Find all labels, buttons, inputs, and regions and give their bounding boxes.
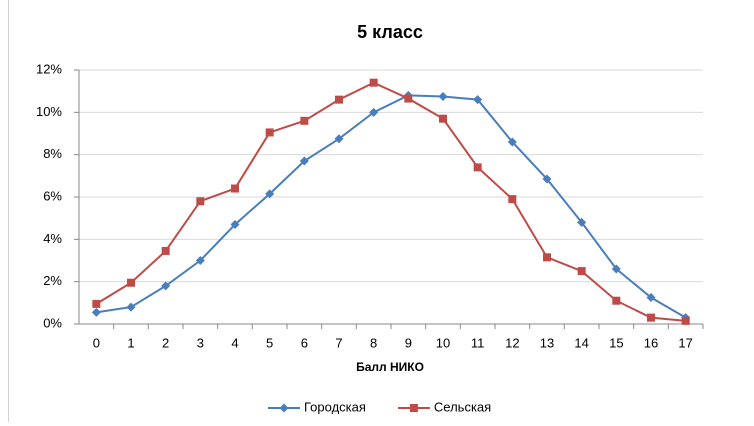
legend-marker <box>409 404 418 412</box>
marker <box>369 107 379 117</box>
marker <box>127 278 135 287</box>
y-tick-label: 2% <box>43 273 62 288</box>
x-tick-label: 6 <box>301 335 308 350</box>
marker <box>300 116 309 125</box>
x-tick-label: 7 <box>335 335 342 350</box>
x-tick-label: 10 <box>436 335 450 350</box>
marker <box>439 114 447 123</box>
marker <box>91 307 101 317</box>
x-tick-label: 5 <box>266 335 273 350</box>
legend-marker <box>279 403 289 413</box>
marker <box>335 95 343 104</box>
marker <box>612 296 621 305</box>
marker <box>230 220 240 230</box>
legend-label: Сельская <box>434 399 491 414</box>
marker <box>404 94 413 103</box>
marker <box>334 134 344 144</box>
y-tick-label: 6% <box>43 188 62 203</box>
x-tick-label: 2 <box>162 335 169 350</box>
marker <box>647 313 655 322</box>
x-tick-label: 4 <box>231 335 238 350</box>
marker <box>611 264 621 274</box>
marker <box>195 256 205 265</box>
x-tick-label: 11 <box>471 335 485 350</box>
marker <box>681 316 690 325</box>
x-tick-label: 0 <box>93 335 100 350</box>
marker <box>265 189 275 199</box>
marker <box>265 128 274 137</box>
y-tick-label: 12% <box>36 61 62 76</box>
x-tick-label: 9 <box>405 335 412 350</box>
marker <box>508 195 517 204</box>
x-tick-label: 15 <box>609 335 623 350</box>
marker <box>646 293 656 303</box>
x-tick-label: 16 <box>644 335 658 350</box>
x-tick-label: 3 <box>197 335 204 350</box>
x-axis-title: Балл НИКО <box>356 360 424 374</box>
marker <box>196 197 205 206</box>
marker <box>507 137 517 147</box>
marker <box>231 184 239 193</box>
x-tick-label: 17 <box>678 335 692 350</box>
series-line <box>95 81 686 322</box>
marker <box>126 302 136 312</box>
y-tick-label: 0% <box>43 315 62 330</box>
marker <box>369 78 378 87</box>
marker <box>542 174 552 184</box>
y-tick-label: 8% <box>43 146 62 161</box>
marker <box>299 156 309 166</box>
x-tick-label: 12 <box>505 335 519 350</box>
marker <box>438 91 448 101</box>
marker <box>161 281 171 291</box>
x-tick-label: 13 <box>540 335 554 350</box>
marker <box>473 95 483 105</box>
marker <box>92 299 101 308</box>
marker <box>473 163 482 172</box>
y-tick-label: 4% <box>43 231 62 246</box>
legend-label: Городская <box>304 399 366 414</box>
series-line <box>96 94 687 319</box>
x-tick-label: 1 <box>127 335 134 350</box>
chart-title: 5 класс <box>357 22 423 42</box>
x-tick-label: 8 <box>370 335 377 350</box>
x-tick-label: 14 <box>574 335 588 350</box>
marker <box>577 267 586 276</box>
y-tick-label: 10% <box>36 104 62 119</box>
marker <box>543 253 551 262</box>
marker <box>577 217 587 227</box>
marker <box>161 246 170 255</box>
